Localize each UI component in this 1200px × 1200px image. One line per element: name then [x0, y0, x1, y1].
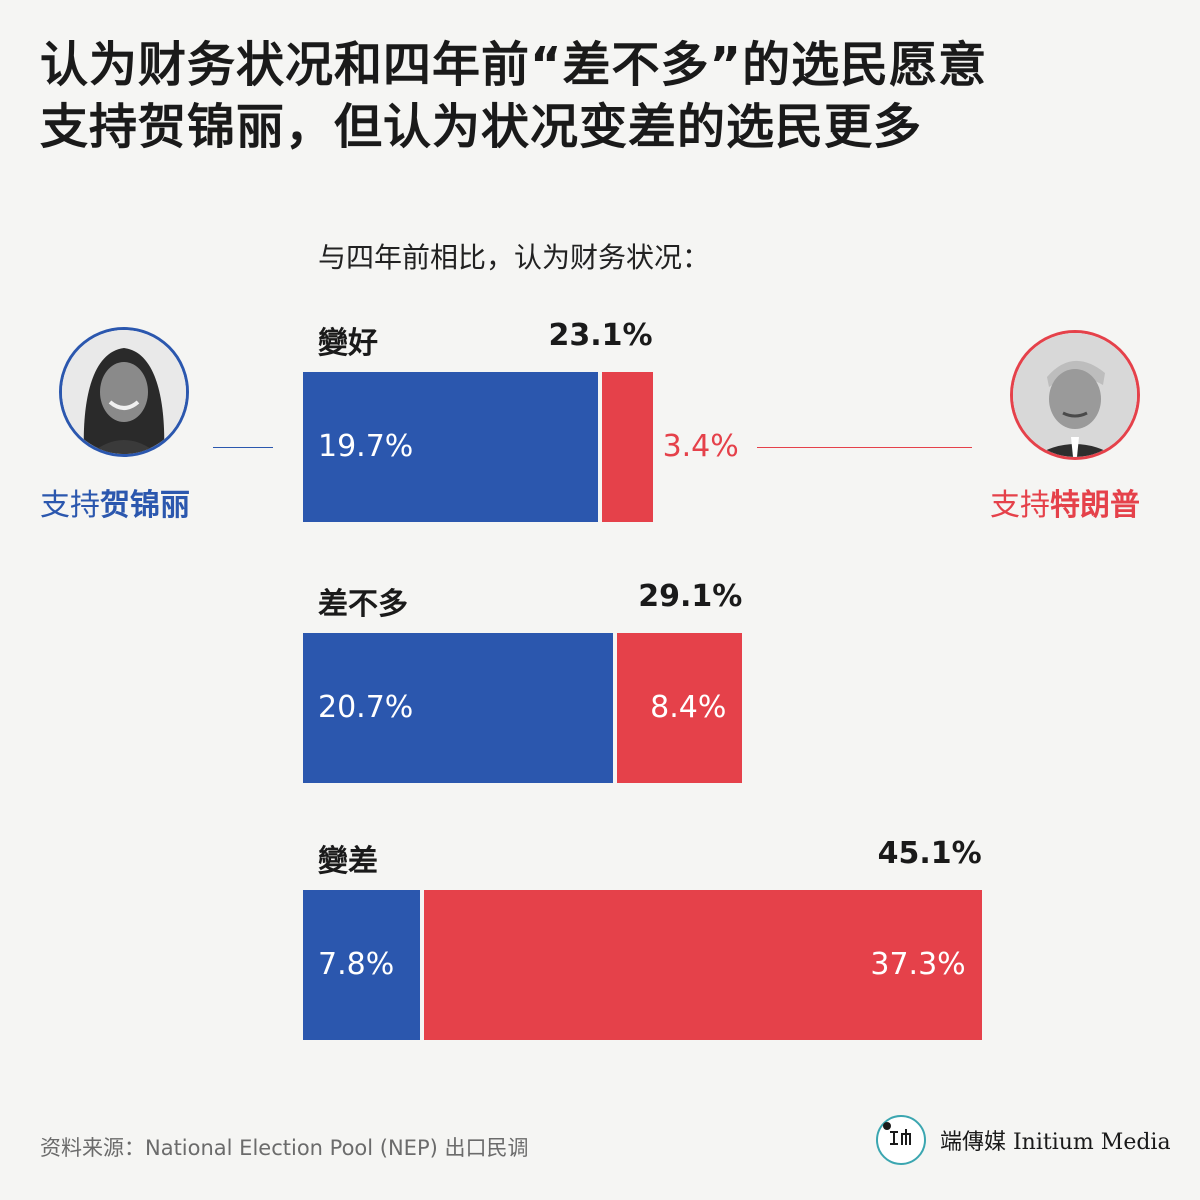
- brand-name: 端傳媒 Initium Media: [940, 1130, 1171, 1155]
- trump-bar: [423, 890, 982, 1040]
- trump-value-label: 37.3%: [870, 947, 966, 982]
- total-value-label: 29.1%: [638, 579, 743, 614]
- harris-bar: [303, 633, 613, 783]
- source-note: 资料来源：National Election Pool (NEP) 出口民调: [40, 1136, 529, 1160]
- trump-value-label: 3.4%: [662, 429, 739, 464]
- trump-bar: [601, 372, 653, 522]
- trump-bar: [616, 633, 743, 783]
- harris-bar: [303, 890, 420, 1040]
- harris-value-label: 7.8%: [318, 947, 395, 982]
- category-label: 變差: [318, 844, 378, 879]
- chart-title-line-1: 认为财务状况和四年前“差不多”的选民愿意: [40, 37, 988, 93]
- harris-legend-name: 贺锦丽: [100, 488, 190, 523]
- trump-legend-name: 特朗普: [1050, 488, 1140, 523]
- category-label: 差不多: [318, 587, 408, 622]
- harris-portrait-icon: [59, 327, 189, 457]
- trump-portrait-icon: [1010, 330, 1140, 460]
- chart-title-line-2: 支持贺锦丽，但认为状况变差的选民更多: [40, 99, 923, 155]
- total-value-label: 23.1%: [548, 318, 653, 353]
- category-label: 變好: [318, 326, 378, 361]
- trump-value-label: 8.4%: [650, 690, 727, 725]
- harris-value-label: 20.7%: [318, 690, 414, 725]
- trump-legend-label: 支持特朗普: [990, 480, 1140, 524]
- total-value-label: 45.1%: [877, 836, 982, 871]
- trump-connector-line: [757, 447, 972, 448]
- chart-title: 认为财务状况和四年前“差不多”的选民愿意 支持贺锦丽，但认为状况变差的选民更多: [40, 34, 1170, 158]
- harris-bar: [303, 372, 598, 522]
- trump-legend-prefix: 支持: [990, 488, 1050, 523]
- harris-legend-label: 支持贺锦丽: [40, 480, 190, 524]
- harris-value-label: 19.7%: [318, 429, 414, 464]
- harris-connector-line: [213, 447, 273, 448]
- chart-subtitle: 与四年前相比，认为财务状况：: [318, 241, 711, 274]
- harris-legend-prefix: 支持: [40, 488, 100, 523]
- initium-logo-icon: [876, 1115, 926, 1165]
